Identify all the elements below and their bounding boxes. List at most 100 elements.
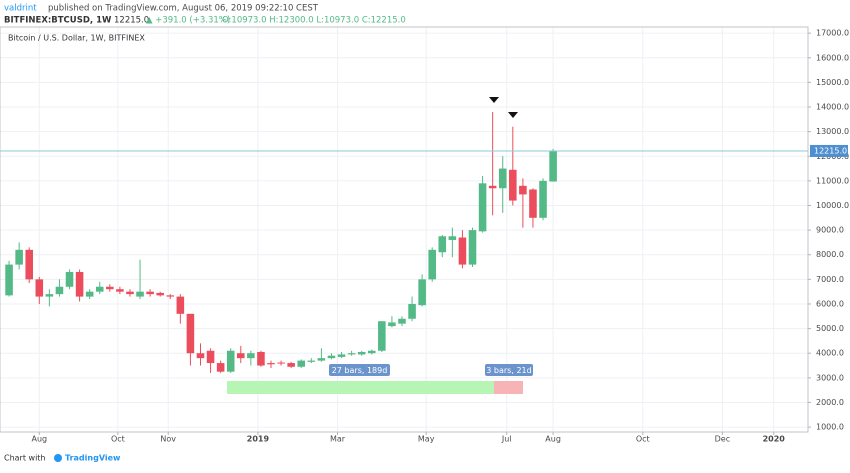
candle-body bbox=[297, 360, 306, 367]
candle-body bbox=[136, 291, 144, 297]
candle-body bbox=[106, 286, 114, 290]
range-box bbox=[227, 381, 494, 394]
x-tick-label: Oct bbox=[636, 435, 650, 444]
candle-body bbox=[438, 236, 447, 253]
candle-body bbox=[347, 353, 356, 355]
y-tick-label: 11000.0 bbox=[816, 176, 849, 185]
candle-body bbox=[267, 363, 275, 365]
x-tick-label: Dec bbox=[715, 435, 730, 444]
range-label: 3 bars, 21d bbox=[486, 366, 531, 375]
y-tick-label: 3000.0 bbox=[816, 373, 844, 382]
symbol: BITFINEX:BTCUSD, 1W bbox=[4, 16, 112, 26]
candle-body bbox=[95, 286, 104, 292]
candle-body bbox=[206, 350, 215, 364]
x-tick-label: May bbox=[418, 435, 435, 444]
candle-body bbox=[458, 237, 467, 265]
candle-body bbox=[216, 363, 225, 372]
arrow-marker bbox=[489, 97, 499, 103]
ohlc-header: O:10973.0 H:12300.0 L:10973.0 C:12215.0 bbox=[222, 16, 406, 26]
y-tick-label: 9000.0 bbox=[816, 226, 844, 235]
candle-body bbox=[378, 321, 386, 351]
y-tick-label: 5000.0 bbox=[816, 324, 844, 333]
x-tick-label: Oct bbox=[111, 435, 125, 444]
candle-body bbox=[367, 350, 376, 354]
candle-body bbox=[408, 303, 416, 319]
candle-body bbox=[15, 249, 23, 265]
price-label: 12215.0 bbox=[814, 146, 847, 155]
x-tick-label: Aug bbox=[545, 435, 561, 444]
candle-body bbox=[468, 230, 477, 265]
candle-body bbox=[186, 313, 195, 354]
candle-body bbox=[488, 185, 497, 189]
price-label-box bbox=[810, 144, 848, 157]
candle-body bbox=[166, 295, 175, 297]
range-box bbox=[494, 381, 523, 394]
y-tick-label: 1000.0 bbox=[816, 423, 844, 432]
candle-body bbox=[357, 351, 366, 355]
y-tick-label: 17000.0 bbox=[816, 29, 849, 38]
candle-body bbox=[55, 286, 64, 295]
y-tick-label: 7000.0 bbox=[816, 275, 844, 284]
candle-body bbox=[539, 180, 547, 218]
candle-body bbox=[5, 264, 13, 296]
candle-body bbox=[277, 362, 285, 364]
candle-body bbox=[549, 150, 557, 182]
published: published on TradingView.com, August 06,… bbox=[48, 4, 319, 14]
candle-body bbox=[418, 279, 426, 306]
y-tick-label: 2000.0 bbox=[816, 398, 844, 407]
candle-body bbox=[337, 354, 346, 357]
candle-body bbox=[428, 249, 436, 280]
candle-body bbox=[498, 168, 507, 189]
x-tick-label: Jul bbox=[501, 435, 512, 444]
candle-body bbox=[116, 289, 124, 292]
arrow-marker bbox=[508, 112, 518, 118]
candle-body bbox=[85, 291, 94, 297]
candle-body bbox=[126, 291, 134, 295]
author[interactable]: valdrint bbox=[4, 4, 37, 14]
candle-body bbox=[196, 353, 205, 359]
x-tick-label: Nov bbox=[160, 435, 176, 444]
logo bbox=[54, 454, 62, 462]
candle-body bbox=[45, 294, 54, 297]
candle-body bbox=[35, 279, 44, 297]
range-label-box bbox=[485, 364, 533, 376]
candle-body bbox=[529, 189, 537, 218]
y-tick-label: 14000.0 bbox=[816, 103, 849, 112]
candle-body bbox=[176, 296, 185, 314]
candle-body bbox=[156, 292, 164, 296]
candle-body bbox=[247, 353, 255, 359]
y-tick-label: 4000.0 bbox=[816, 349, 844, 358]
candle-body bbox=[226, 350, 235, 372]
candle-body bbox=[478, 183, 487, 232]
range-label-box bbox=[329, 364, 390, 376]
last-price-header: 12215.0 bbox=[114, 16, 149, 26]
x-tick-label: 2019 bbox=[247, 435, 270, 444]
y-tick-label: 16000.0 bbox=[816, 53, 849, 62]
candle-body bbox=[388, 322, 396, 327]
candle-body bbox=[398, 318, 406, 324]
candle-body bbox=[287, 363, 295, 367]
y-tick-label: 6000.0 bbox=[816, 299, 844, 308]
y-tick-label: 10000.0 bbox=[816, 201, 849, 210]
chart-title: Bitcoin / U.S. Dollar, 1W, BITFINEX bbox=[8, 34, 145, 43]
y-tick-label: 8000.0 bbox=[816, 250, 844, 259]
x-tick-label: Aug bbox=[31, 435, 47, 444]
footer-brand[interactable]: TradingView bbox=[65, 454, 121, 463]
x-tick-label: 2020 bbox=[763, 435, 786, 444]
candle-body bbox=[317, 358, 326, 361]
candle-body bbox=[327, 355, 336, 359]
candle-body bbox=[75, 271, 84, 297]
change: ▲ +391.0 (+3.31%) bbox=[146, 16, 230, 26]
candle-body bbox=[448, 236, 457, 240]
candle-body bbox=[237, 353, 245, 359]
x-tick-label: Mar bbox=[330, 435, 346, 444]
candle-body bbox=[65, 271, 74, 287]
range-label: 27 bars, 189d bbox=[332, 366, 388, 375]
footer-text: Chart with bbox=[4, 454, 46, 463]
candle-body bbox=[25, 249, 33, 280]
plot-area bbox=[0, 27, 811, 435]
y-tick-label: 13000.0 bbox=[816, 127, 849, 136]
candle-body bbox=[307, 360, 316, 362]
candle-body bbox=[509, 169, 517, 201]
